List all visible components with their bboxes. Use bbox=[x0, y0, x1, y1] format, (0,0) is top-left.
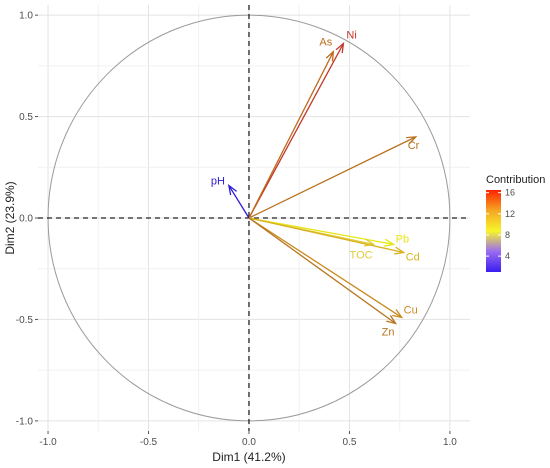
x-tick-label: 1.0 bbox=[443, 437, 457, 448]
legend-ticks: 4 8 12 16 bbox=[486, 188, 515, 261]
label-layer: Ni As Cr pH Pb TOC Cd Cu Zn bbox=[211, 30, 420, 339]
x-tick-label: -0.5 bbox=[140, 437, 158, 448]
arrow-cu bbox=[248, 217, 403, 318]
contribution-legend: Contribution 4 8 12 16 bbox=[486, 174, 545, 272]
legend-tick-label: 8 bbox=[505, 230, 510, 240]
legend-tick-label: 4 bbox=[505, 251, 510, 261]
y-tick-label: 0.5 bbox=[19, 112, 33, 123]
arrow-pb bbox=[248, 217, 394, 246]
arrowhead-cu bbox=[392, 309, 404, 319]
x-tick-labels: -1.0 -0.5 0.0 0.5 1.0 bbox=[39, 431, 457, 448]
legend-tick-label: 16 bbox=[505, 188, 515, 198]
y-tick-labels: -1.0 -0.5 0.0 0.5 1.0 bbox=[16, 11, 38, 427]
variable-label-as: As bbox=[319, 37, 332, 49]
arrow-layer bbox=[227, 41, 418, 325]
arrow-ph bbox=[228, 185, 250, 219]
x-tick-label: -1.0 bbox=[39, 437, 57, 448]
y-tick-label: -1.0 bbox=[16, 416, 34, 427]
y-tick-label: -0.5 bbox=[16, 315, 34, 326]
arrowhead-as bbox=[325, 50, 335, 62]
arrowhead-cr bbox=[406, 136, 418, 145]
variable-label-zn: Zn bbox=[382, 326, 395, 338]
arrow-cr bbox=[248, 136, 417, 219]
arrow-ni bbox=[248, 43, 344, 219]
arrow-zn bbox=[248, 217, 397, 325]
arrowhead-pb bbox=[384, 238, 396, 247]
legend-title: Contribution bbox=[486, 174, 545, 186]
x-tick-label: 0.0 bbox=[242, 437, 256, 448]
variable-label-cr: Cr bbox=[408, 140, 420, 152]
variable-label-cd: Cd bbox=[406, 251, 420, 263]
legend-colorbar bbox=[486, 190, 501, 272]
arrow-as bbox=[248, 51, 334, 219]
arrowhead-toc bbox=[363, 238, 376, 247]
variable-label-cu: Cu bbox=[404, 304, 418, 316]
y-tick-label: 0.0 bbox=[19, 214, 33, 225]
variable-label-ph: pH bbox=[211, 176, 225, 188]
arrowhead-zn bbox=[386, 315, 398, 325]
y-axis-title: Dim2 (23.9%) bbox=[3, 181, 17, 254]
y-tick-label: 1.0 bbox=[19, 11, 33, 22]
variable-label-ni: Ni bbox=[346, 30, 356, 42]
variable-label-pb: Pb bbox=[396, 233, 409, 245]
arrowhead-ph bbox=[227, 184, 237, 196]
variable-label-toc: TOC bbox=[350, 249, 373, 261]
arrowhead-ni bbox=[335, 41, 345, 54]
x-axis-title: Dim1 (41.2%) bbox=[212, 450, 285, 464]
arrowhead-cd bbox=[394, 246, 406, 255]
legend-tick-label: 12 bbox=[505, 209, 515, 219]
x-tick-label: 0.5 bbox=[342, 437, 356, 448]
arrow-cd bbox=[248, 217, 404, 254]
